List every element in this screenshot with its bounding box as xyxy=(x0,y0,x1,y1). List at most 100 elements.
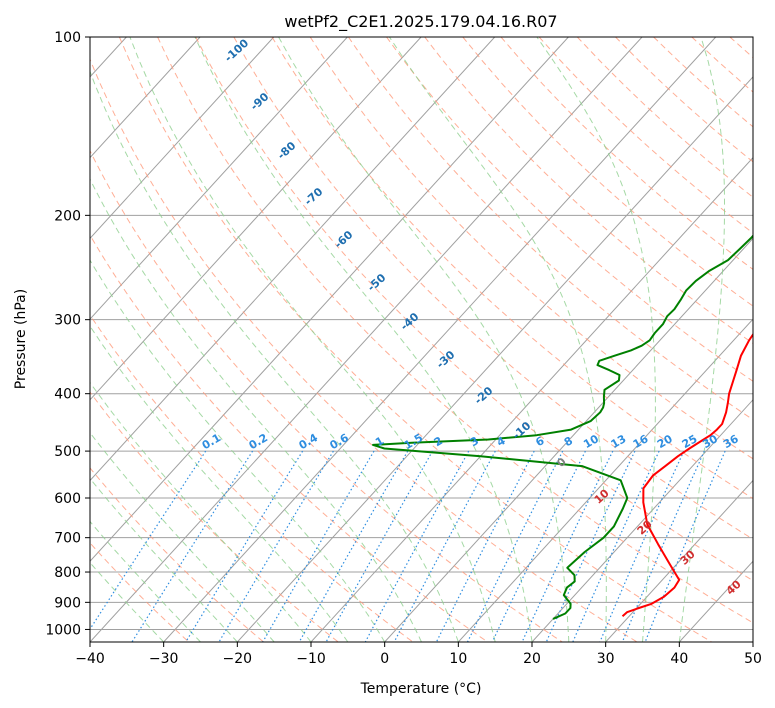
dry-adiabat-line xyxy=(90,467,264,642)
mixing-ratio-line xyxy=(131,450,254,642)
plot-frame xyxy=(89,36,754,643)
x-tick-label: 10 xyxy=(449,651,467,667)
x-tick-label: 50 xyxy=(744,651,762,667)
x-tick-label: 40 xyxy=(670,651,688,667)
dry-adiabat-line xyxy=(653,37,753,128)
grid-layer xyxy=(90,37,775,642)
dry-adiabat-line xyxy=(90,58,638,642)
dry-adiabat-line xyxy=(309,37,753,460)
dry-adiabat-label: 0 xyxy=(554,455,569,470)
dry-adiabat-line xyxy=(90,234,488,642)
moist-adiabat-line xyxy=(536,37,656,642)
dry-adiabat-label: -100 xyxy=(222,36,251,64)
mixing-ratio-line xyxy=(185,450,304,642)
y-tick-label: 500 xyxy=(54,444,81,460)
x-tick-label: 20 xyxy=(523,651,541,667)
isotherm-line xyxy=(90,37,348,320)
mixing-ratio-line xyxy=(364,450,470,642)
x-tick-label: −10 xyxy=(296,651,326,667)
mixing-ratio-line xyxy=(545,450,636,642)
moist-adiabat-line xyxy=(278,37,570,642)
chart-title: wetPf2_C2E1.2025.179.04.16.R07 xyxy=(284,12,557,32)
mixing-ratio-line xyxy=(572,450,660,642)
y-tick-label: 1000 xyxy=(45,622,81,638)
mixing-ratio-label: 1 xyxy=(373,434,386,449)
dewpoint-profile-line xyxy=(372,234,753,620)
dry-adiabat-line xyxy=(90,149,563,642)
mixing-ratio-line xyxy=(435,450,535,642)
moist-adiabat-line xyxy=(90,259,386,642)
isotherm-line xyxy=(90,37,643,642)
dry-adiabat-label: -20 xyxy=(472,384,496,407)
dry-adiabat-line xyxy=(157,37,753,624)
dry-adiabat-line xyxy=(424,37,753,344)
x-tick-label: −20 xyxy=(223,651,253,667)
dry-adiabat-line xyxy=(233,37,753,540)
mixing-ratio-line xyxy=(393,450,496,642)
moist-adiabat-line xyxy=(90,381,312,642)
y-tick-label: 300 xyxy=(54,313,81,329)
moist-adiabat-line xyxy=(388,37,607,642)
y-tick-label: 900 xyxy=(54,595,81,611)
dry-adiabat-line xyxy=(118,37,712,642)
isotherm-line xyxy=(236,76,753,642)
dry-adiabat-line xyxy=(576,37,753,198)
moist-adiabat-line xyxy=(90,477,238,642)
mixing-ratio-line xyxy=(262,450,375,642)
mixing-ratio-line xyxy=(521,450,614,642)
y-tick-label: 200 xyxy=(54,208,81,224)
mixing-ratio-line xyxy=(298,450,409,642)
dry-adiabat-line xyxy=(195,37,753,582)
mixing-ratio-label: 6 xyxy=(533,434,546,449)
isotherm-line xyxy=(163,37,717,642)
isotherm-line xyxy=(90,37,201,159)
x-axis-title: Temperature (°C) xyxy=(360,681,482,697)
y-axis-title: Pressure (hPa) xyxy=(13,289,29,389)
isotherm-line xyxy=(90,37,275,240)
moist-adiabat-line xyxy=(90,178,422,642)
dry-adiabat-line xyxy=(90,313,414,642)
isotherm-line xyxy=(605,479,753,642)
x-tick-label: 30 xyxy=(597,651,615,667)
isotherm-line xyxy=(457,318,753,642)
dry-adiabat-label: 10 xyxy=(592,486,612,506)
isotherm-line xyxy=(90,37,496,482)
dry-adiabat-line xyxy=(90,391,339,642)
dry-adiabat-line xyxy=(768,37,775,642)
mixing-ratio-line xyxy=(644,450,726,642)
moist-adiabat-line xyxy=(194,37,533,642)
mixing-ratio-line xyxy=(466,450,564,642)
mixing-ratio-label: 4 xyxy=(495,434,508,449)
dry-adiabat-line xyxy=(729,37,753,59)
temperature-profile-line xyxy=(621,332,753,617)
mixing-ratio-label: 36 xyxy=(721,432,741,451)
mixing-ratio-line xyxy=(325,450,434,642)
isotherm-line xyxy=(531,399,753,642)
moist-adiabat-line xyxy=(129,37,496,642)
tick-layer: −40 −30 −20 −10 0 10 20 30 40 5010020030040050060… xyxy=(45,30,762,667)
mixing-ratio-line xyxy=(491,450,586,642)
dry-adiabat-label: -30 xyxy=(434,348,458,371)
dry-adiabat-line xyxy=(271,37,753,500)
mixing-ratio-line xyxy=(218,450,334,642)
series-layer xyxy=(372,234,753,620)
dry-adiabat-label: -10 xyxy=(510,419,534,442)
mixing-ratio-label: 13 xyxy=(609,432,629,451)
mixing-ratio-label: 20 xyxy=(655,432,675,451)
y-tick-label: 100 xyxy=(54,30,81,46)
dry-adiabat-label: -40 xyxy=(398,310,422,333)
dry-adiabat-line xyxy=(347,37,753,421)
moist-adiabat-line xyxy=(678,37,725,642)
moist-adiabat-line xyxy=(90,325,349,642)
dry-adiabat-line xyxy=(538,37,753,234)
mixing-ratio-label: 0.4 xyxy=(297,431,321,452)
dry-adiabat-label: 40 xyxy=(724,577,744,597)
dry-adiabat-label: -60 xyxy=(332,228,356,251)
moist-adiabat-line xyxy=(90,69,459,642)
mixing-ratio-label: 8 xyxy=(562,434,575,449)
isotherm-line xyxy=(90,37,422,401)
dry-adiabat-line xyxy=(691,37,753,93)
dry-adiabat-label: -90 xyxy=(248,90,272,113)
y-tick-label: 400 xyxy=(54,387,81,403)
